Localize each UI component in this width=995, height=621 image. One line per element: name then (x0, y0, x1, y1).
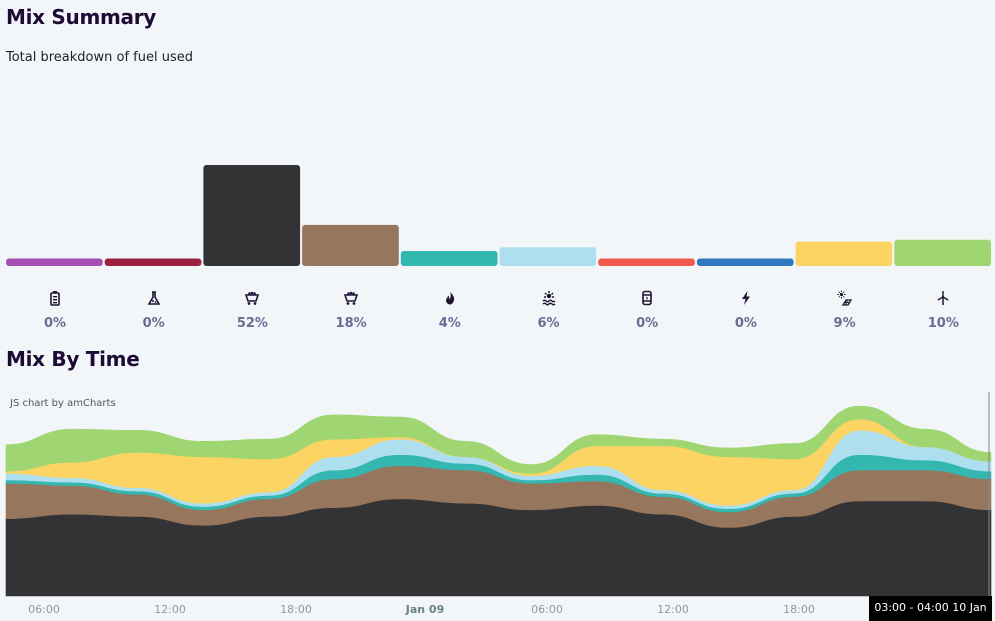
fuel-percentage: 10% (927, 316, 959, 331)
x-tick-label: 18:00 (783, 603, 815, 616)
coal-cart-icon (343, 291, 359, 305)
bar-solar[interactable] (795, 241, 893, 266)
fuel-percentage: 6% (537, 316, 560, 331)
x-tick-label: 18:00 (280, 603, 312, 616)
fuel-column: 0% (6, 290, 104, 331)
fuel-column: 10% (894, 290, 992, 331)
fuel-percentage: 0% (142, 316, 165, 331)
bar-black-coal[interactable] (203, 164, 301, 266)
bar-battery[interactable] (6, 258, 103, 266)
fuel-column: 52% (203, 290, 301, 331)
bar-liquid-fuel[interactable] (598, 258, 695, 266)
oil-barrel-icon (642, 290, 652, 306)
bar-wind[interactable] (894, 239, 991, 266)
fuel-percentage: 0% (43, 316, 67, 331)
x-tick-label: 12:00 (154, 603, 186, 616)
fuel-percentage: 18% (335, 316, 367, 331)
coal-cart-icon (245, 291, 260, 305)
x-tick-label: 12:00 (657, 603, 689, 616)
fuel-column: 6% (500, 290, 598, 331)
fuel-column: 0% (697, 290, 795, 331)
fuel-column: 0% (105, 290, 203, 331)
bar-imports[interactable] (696, 258, 794, 266)
bar-other[interactable] (104, 258, 202, 266)
water-icon (542, 291, 555, 306)
flame-icon (445, 291, 454, 305)
lightning-icon (741, 291, 750, 305)
bar-hydro[interactable] (499, 247, 597, 266)
fuel-percentage: 4% (438, 316, 461, 331)
fuel-percentage: 0% (636, 316, 659, 331)
x-tick-label: Jan 09 (405, 603, 445, 616)
mix-summary-subtitle: Total breakdown of fuel used (6, 50, 193, 65)
mix-summary-bar-chart (6, 164, 991, 266)
fuel-column: 18% (302, 290, 400, 331)
bar-gas[interactable] (400, 251, 498, 266)
fuel-percentage: 0% (734, 316, 757, 331)
fuel-percentage: 52% (236, 316, 268, 331)
battery-icon (50, 291, 60, 306)
amcharts-credit[interactable]: JS chart by amCharts (10, 398, 116, 409)
fuel-column: 0% (598, 290, 696, 331)
x-tick-label: 06:00 (28, 603, 60, 616)
cursor-tooltip: 03:00 - 04:00 10 Jan (869, 596, 992, 621)
bar-brown-coal[interactable] (302, 224, 399, 266)
fuel-percentage: 9% (833, 316, 856, 331)
mix-by-time-title: Mix By Time (6, 347, 140, 371)
fuel-column: 4% (401, 290, 499, 331)
mix-summary-title: Mix Summary (6, 5, 157, 29)
fuel-column: 9% (796, 290, 894, 331)
flask-icon (147, 291, 161, 305)
solar-icon (837, 290, 852, 306)
wind-turbine-icon (937, 291, 949, 305)
x-tick-label: 06:00 (531, 603, 563, 616)
area-series-5[interactable] (5, 405, 992, 474)
